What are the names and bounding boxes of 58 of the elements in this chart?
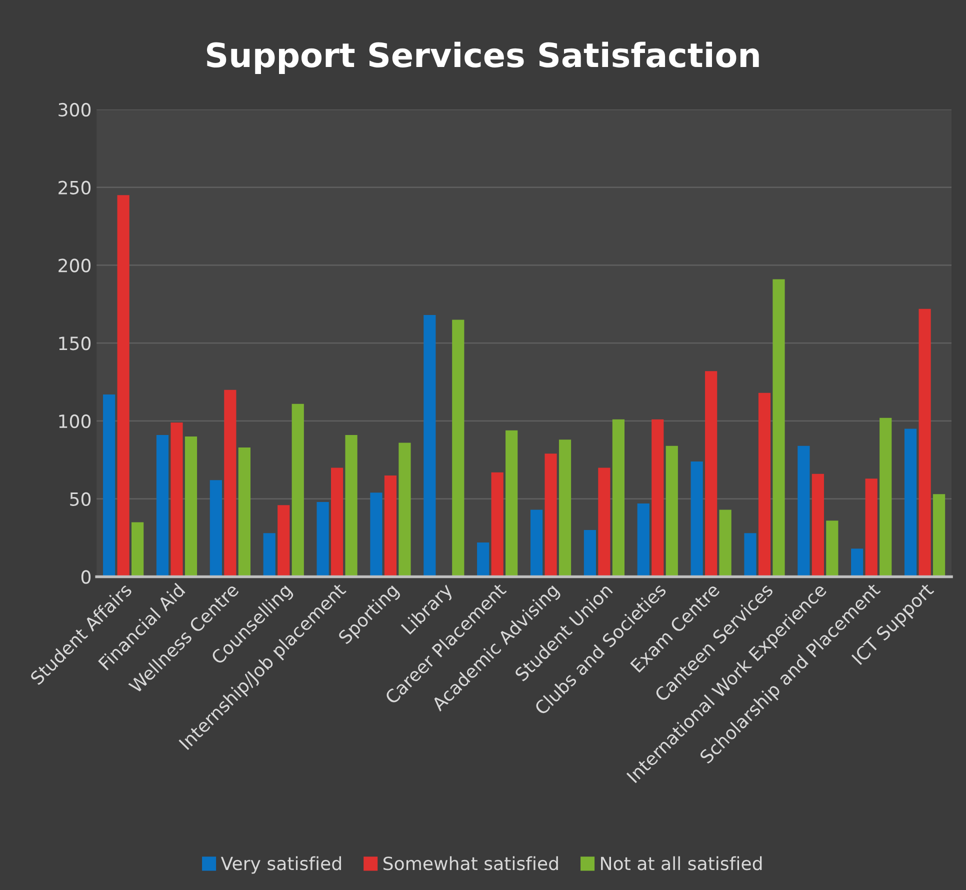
bar	[292, 404, 304, 577]
bar	[812, 474, 824, 577]
bar	[865, 478, 878, 577]
bar	[584, 530, 596, 577]
bar	[132, 522, 144, 577]
legend-label: Very satisfied	[220, 856, 341, 874]
y-tick-label: 50	[70, 492, 91, 506]
bar	[826, 520, 838, 577]
bar	[491, 472, 504, 577]
bar	[398, 442, 411, 577]
bar	[184, 436, 198, 577]
bar	[904, 428, 917, 577]
y-tick-label: 200	[58, 258, 91, 272]
bar	[506, 430, 518, 577]
bar	[666, 446, 678, 577]
chart-title: Support Services Satisfaction	[206, 42, 759, 74]
bar	[370, 492, 382, 577]
bar	[345, 434, 358, 577]
bar	[316, 502, 329, 577]
bar	[772, 279, 785, 577]
y-tick-label: 0	[81, 570, 91, 584]
bar	[170, 422, 183, 577]
bar	[851, 548, 864, 577]
bar	[210, 480, 222, 577]
bar	[758, 392, 771, 577]
bar	[424, 315, 436, 577]
bar	[637, 504, 650, 577]
bar	[880, 418, 892, 577]
bar	[156, 434, 169, 577]
legend-label: Somewhat satisfied	[384, 856, 558, 870]
bar	[224, 390, 236, 577]
bar	[798, 446, 810, 577]
bar	[278, 505, 290, 577]
y-tick-label: 100	[59, 414, 91, 428]
bar	[705, 371, 718, 577]
bar	[690, 461, 703, 577]
y-tick-label: 150	[59, 336, 91, 350]
bar	[652, 419, 664, 577]
y-tick-label: 250	[58, 180, 91, 194]
y-tick-label: 300	[58, 102, 91, 117]
bar	[544, 454, 557, 577]
bar	[117, 195, 130, 577]
bar	[103, 394, 116, 577]
legend-label: Not at all satisfied	[601, 856, 762, 870]
bar	[744, 533, 756, 577]
bar	[558, 440, 572, 577]
bar	[932, 494, 946, 577]
bar	[477, 542, 490, 577]
bar	[719, 510, 732, 577]
bar	[263, 533, 276, 577]
bar	[612, 419, 625, 577]
bar	[238, 447, 250, 577]
bar	[452, 320, 464, 577]
bar	[598, 468, 610, 577]
bar	[918, 308, 931, 577]
bar	[384, 475, 397, 577]
bar	[330, 468, 344, 577]
bar	[530, 510, 543, 577]
